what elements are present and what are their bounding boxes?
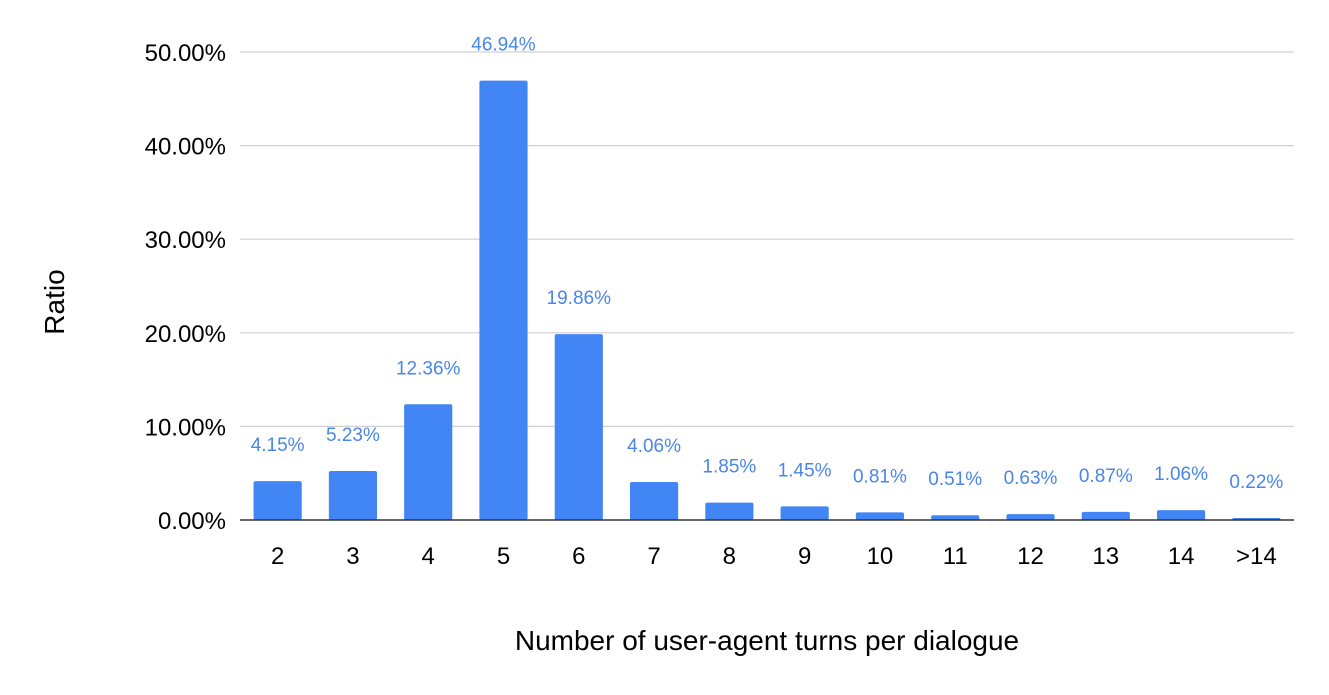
data-label: 19.86% (547, 288, 612, 309)
data-label: 0.51% (928, 469, 982, 490)
x-tick-label: 11 (943, 543, 968, 570)
bar (629, 481, 679, 520)
y-tick-label: 30.00% (145, 227, 226, 254)
y-tick-label: 50.00% (145, 40, 226, 67)
bar (554, 334, 603, 520)
bar (705, 502, 754, 520)
bars (253, 80, 1281, 520)
data-label: 1.06% (1154, 464, 1208, 485)
bar (1081, 511, 1130, 520)
data-label: 0.81% (853, 466, 907, 487)
bar (479, 80, 528, 520)
data-label: 4.15% (251, 435, 305, 456)
y-axis-label: Ratio (39, 269, 70, 334)
x-tick-label: 6 (572, 543, 585, 570)
y-tick-label: 0.00% (158, 508, 226, 535)
gridlines (240, 51, 1294, 427)
x-tick-label: 10 (867, 543, 894, 570)
x-tick-label: 7 (647, 543, 660, 570)
data-label: 5.23% (326, 425, 380, 446)
x-tick-label: 2 (271, 543, 284, 570)
bar (855, 512, 905, 520)
y-tick-label: 20.00% (145, 321, 226, 348)
x-axis-tick-labels: 2 3 4 5 6 7 8 9 10 11 12 13 14 >14 (271, 543, 1277, 570)
bar (931, 515, 980, 520)
data-label: 0.22% (1229, 472, 1283, 493)
x-tick-label: 3 (346, 543, 359, 570)
y-tick-label: 40.00% (145, 134, 226, 161)
x-tick-label: 5 (497, 543, 510, 570)
x-axis-label: Number of user-agent turns per dialogue (515, 625, 1019, 656)
data-label: 46.94% (471, 35, 536, 56)
x-tick-label: >14 (1236, 543, 1277, 570)
data-label: 4.06% (627, 436, 681, 457)
data-labels: 4.15% 5.23% 12.36% 46.94% 19.86% 4.06% 1.85% 1.… (251, 35, 1284, 493)
bar (1156, 510, 1206, 520)
y-axis-tick-labels: 0.00% 10.00% 20.00% 30.00% 40.00% 50.00% (145, 40, 226, 535)
data-label: 1.85% (702, 457, 756, 478)
bar (253, 481, 302, 520)
x-tick-label: 9 (798, 543, 811, 570)
bar (1006, 514, 1055, 520)
x-tick-label: 12 (1017, 543, 1044, 570)
x-tick-label: 4 (422, 543, 435, 570)
data-label: 0.87% (1079, 466, 1133, 487)
bar (780, 506, 829, 520)
bar (328, 471, 378, 520)
x-tick-label: 8 (723, 543, 736, 570)
y-tick-label: 10.00% (145, 414, 226, 441)
data-label: 0.63% (1004, 468, 1058, 489)
x-tick-label: 13 (1092, 543, 1119, 570)
x-tick-label: 14 (1168, 543, 1195, 570)
data-label: 12.36% (396, 358, 461, 379)
bar (404, 404, 453, 520)
data-label: 1.45% (778, 460, 832, 481)
